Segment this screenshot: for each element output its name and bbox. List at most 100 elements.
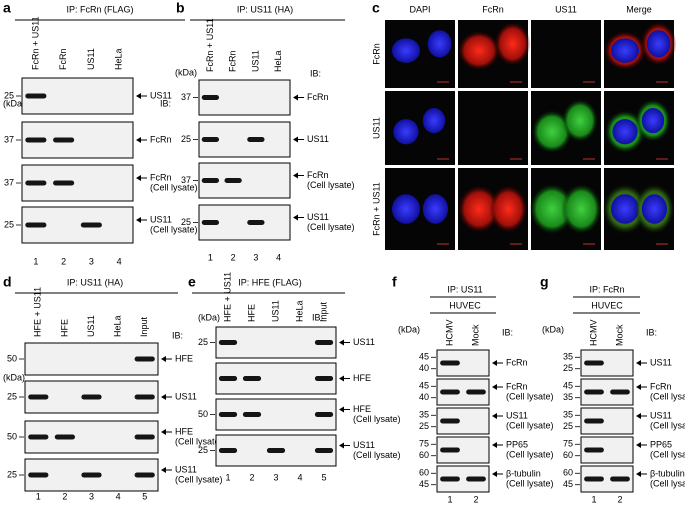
- lane-number: 3: [273, 472, 278, 482]
- band: [584, 360, 604, 366]
- ib-target: FcRn: [506, 357, 528, 367]
- band: [53, 137, 75, 143]
- lane-number: 2: [249, 472, 254, 482]
- lane-label: FcRn + US11: [30, 16, 40, 70]
- arrow-head: [492, 471, 497, 477]
- mw-marker: 50: [7, 353, 17, 363]
- band: [440, 389, 460, 395]
- nucleus: [392, 194, 420, 224]
- mw-marker: 37: [181, 92, 191, 102]
- fcrn-signal: [489, 185, 528, 233]
- band: [266, 448, 286, 453]
- nucleus: [392, 38, 420, 63]
- ip-title: IP: HFE (FLAG): [238, 277, 302, 287]
- nucleus: [611, 38, 639, 63]
- mw-marker: 25: [7, 391, 17, 401]
- mw-marker: 25: [198, 445, 208, 455]
- ib-target: HFE: [353, 373, 371, 383]
- band: [440, 360, 460, 366]
- mw-marker: 40: [419, 363, 429, 373]
- ip-title: IP: US11 (HA): [67, 277, 123, 287]
- mw-marker: 37: [4, 177, 14, 187]
- ib-label: IB:: [172, 330, 183, 340]
- lane-label: HeLa: [112, 315, 122, 337]
- micrograph: [531, 20, 601, 88]
- arrow-head: [136, 217, 141, 223]
- band: [53, 180, 75, 186]
- nucleus: [422, 108, 446, 134]
- ip-title: IP: FcRn: [589, 284, 624, 294]
- band: [218, 412, 238, 417]
- unit-label: (kDa): [542, 324, 564, 334]
- band: [201, 95, 220, 100]
- band: [25, 137, 47, 143]
- ib-target: PP65: [650, 439, 672, 449]
- channel-label: Merge: [626, 4, 652, 14]
- unit-label: (kDa): [198, 312, 220, 322]
- mw-marker: 35: [563, 352, 573, 362]
- nucleus: [393, 119, 419, 145]
- ib-label: IB:: [502, 327, 513, 337]
- mw-marker: 37: [4, 134, 14, 144]
- arrow-head: [293, 214, 298, 221]
- mw-marker: 35: [563, 410, 573, 420]
- mw-marker: 45: [563, 479, 573, 489]
- arrow-head: [636, 413, 641, 419]
- ib-target: (Cell lysate): [506, 420, 554, 430]
- band: [247, 220, 265, 225]
- mw-marker: 25: [7, 469, 17, 479]
- ib-target: FcRn: [150, 172, 172, 182]
- ib-target: (Cell lysate): [506, 478, 554, 488]
- lane-number: 1: [225, 472, 230, 482]
- band: [54, 434, 76, 440]
- mw-marker: 75: [563, 439, 573, 449]
- band: [134, 472, 155, 478]
- mw-marker: 60: [419, 450, 429, 460]
- lane-number: 1: [33, 256, 38, 266]
- band: [25, 180, 47, 186]
- lane-number: 2: [61, 256, 66, 266]
- mw-marker: 45: [419, 352, 429, 362]
- lane-label: HFE: [246, 304, 256, 322]
- ib-target: β-tubulin: [650, 468, 685, 478]
- mw-marker: 25: [181, 134, 191, 144]
- lane-number: 2: [473, 494, 478, 504]
- ip-title: IP: US11 (HA): [237, 4, 293, 14]
- band: [440, 476, 460, 482]
- band: [81, 394, 102, 400]
- lane-number: 4: [276, 252, 281, 262]
- channel-label: FcRn: [482, 4, 504, 14]
- band: [440, 447, 460, 453]
- fcrn-signal: [494, 22, 531, 66]
- band: [224, 178, 242, 183]
- ib-target: (Cell lysate): [506, 391, 554, 401]
- nucleus: [641, 108, 665, 134]
- ib-target: US11: [150, 214, 172, 224]
- arrow-head: [636, 384, 641, 390]
- mw-marker: 25: [4, 90, 14, 100]
- mw-marker: 35: [419, 410, 429, 420]
- channel-label: US11: [555, 4, 577, 14]
- ib-target: US11: [175, 391, 197, 401]
- band: [218, 340, 238, 345]
- lane-label: HCMV: [444, 320, 454, 347]
- fcrn-signal: [458, 31, 500, 71]
- nucleus: [422, 194, 448, 224]
- mw-marker: 60: [563, 468, 573, 478]
- panel: a IP: FcRn (FLAG) FcRn + US11 FcRn US11 HeLa (…: [3, 0, 198, 266]
- arrow-head: [636, 360, 641, 366]
- lane-number: 2: [617, 494, 622, 504]
- fcrn-signal: [458, 185, 500, 233]
- arrow-head: [492, 413, 497, 419]
- band: [610, 389, 630, 395]
- unit-label: (kDa): [398, 324, 420, 334]
- arrow-head: [293, 172, 298, 179]
- mw-marker: 50: [198, 409, 208, 419]
- band: [584, 418, 604, 424]
- mw-marker: 25: [198, 337, 208, 347]
- band: [81, 472, 102, 478]
- lane-label: Mock: [470, 324, 480, 346]
